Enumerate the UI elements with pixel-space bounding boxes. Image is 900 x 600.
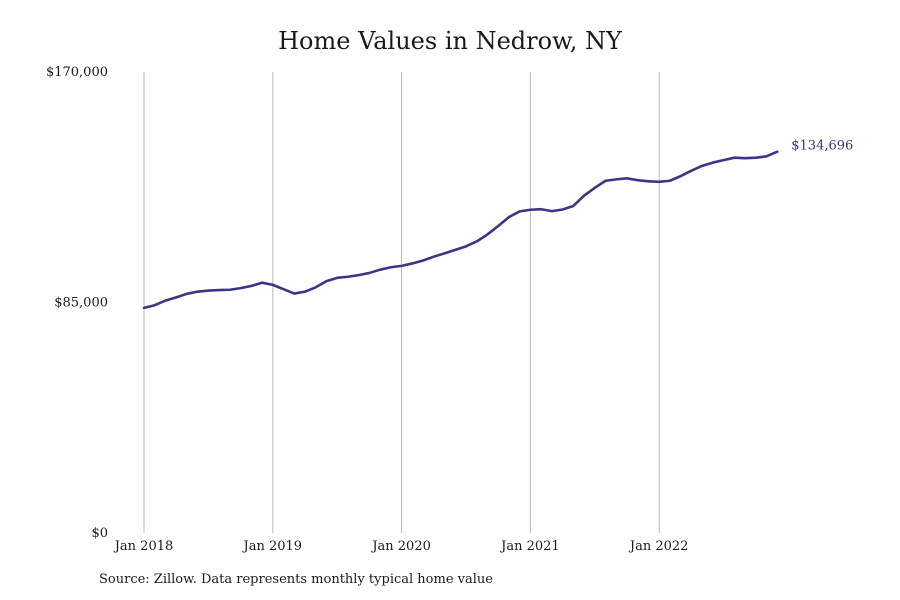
x-tick-label: Jan 2019 (242, 539, 303, 554)
y-tick-label: $85,000 (54, 296, 108, 311)
y-tick-label: $0 (91, 526, 108, 541)
source-note: Source: Zillow. Data represents monthly … (99, 572, 493, 587)
x-tick-label: Jan 2020 (370, 539, 431, 554)
end-value-label: $134,696 (791, 139, 853, 154)
series-line (142, 150, 779, 310)
chart-title: Home Values in Nedrow, NY (278, 27, 622, 55)
y-tick-label: $170,000 (46, 65, 108, 80)
x-tick-label: Jan 2018 (113, 539, 174, 554)
x-tick-label: Jan 2021 (499, 539, 560, 554)
x-tick-label: Jan 2022 (628, 539, 689, 554)
